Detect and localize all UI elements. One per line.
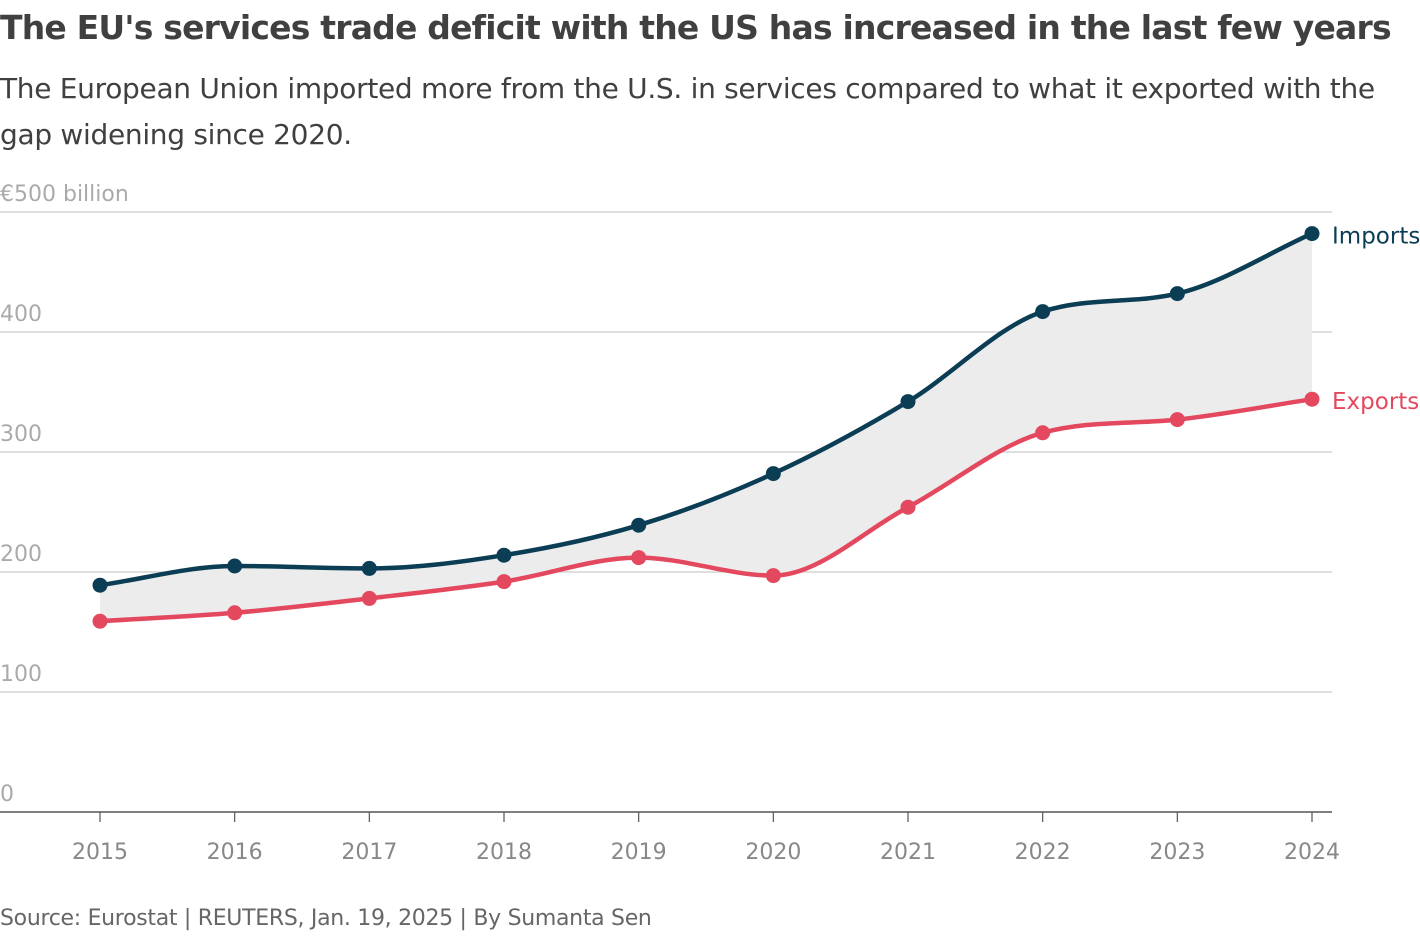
x-tick-label: 2023	[1149, 840, 1205, 865]
x-tick-label: 2017	[341, 840, 397, 865]
x-tick-label: 2024	[1284, 840, 1340, 865]
data-point-exports	[1035, 425, 1051, 441]
data-point-imports	[92, 577, 108, 593]
chart-subtitle: The European Union imported more from th…	[0, 72, 1375, 151]
data-point-imports	[361, 560, 377, 576]
data-point-exports	[900, 499, 916, 515]
x-tick-label: 2018	[476, 840, 532, 865]
data-point-imports	[1169, 286, 1185, 302]
y-tick-label: 200	[0, 542, 42, 567]
series-label-imports: Imports	[1332, 224, 1420, 250]
series-line-exports	[99, 396, 1313, 624]
data-point-imports	[227, 558, 243, 574]
data-point-exports	[227, 605, 243, 621]
data-point-imports	[496, 547, 512, 563]
y-tick-label: €500 billion	[0, 182, 129, 207]
data-point-exports	[765, 568, 781, 584]
data-point-imports	[1035, 304, 1051, 320]
y-tick-label: 400	[0, 302, 42, 327]
series-label-exports: Exports	[1332, 389, 1419, 415]
y-tick-label: 100	[0, 662, 42, 687]
gap-area	[100, 233, 1312, 622]
data-point-exports	[361, 590, 377, 606]
y-tick-label: 300	[0, 422, 42, 447]
data-point-imports	[765, 466, 781, 482]
chart-title: The EU's services trade deficit with the…	[0, 8, 1392, 47]
data-point-imports	[900, 394, 916, 410]
data-point-exports	[631, 550, 647, 566]
data-point-exports	[1304, 391, 1320, 407]
x-tick-label: 2021	[880, 840, 936, 865]
x-tick-label: 2022	[1015, 840, 1071, 865]
y-tick-label: 0	[0, 782, 14, 807]
data-point-exports	[92, 613, 108, 629]
data-point-imports	[1304, 226, 1320, 242]
x-tick-label: 2019	[611, 840, 667, 865]
source-note: Source: Eurostat | REUTERS, Jan. 19, 202…	[0, 906, 652, 931]
series-line-imports	[99, 231, 1313, 588]
x-tick-label: 2020	[745, 840, 801, 865]
data-point-exports	[1169, 412, 1185, 428]
x-tick-label: 2016	[207, 840, 263, 865]
data-point-imports	[631, 517, 647, 533]
x-tick-label: 2015	[72, 840, 128, 865]
data-point-exports	[496, 574, 512, 590]
